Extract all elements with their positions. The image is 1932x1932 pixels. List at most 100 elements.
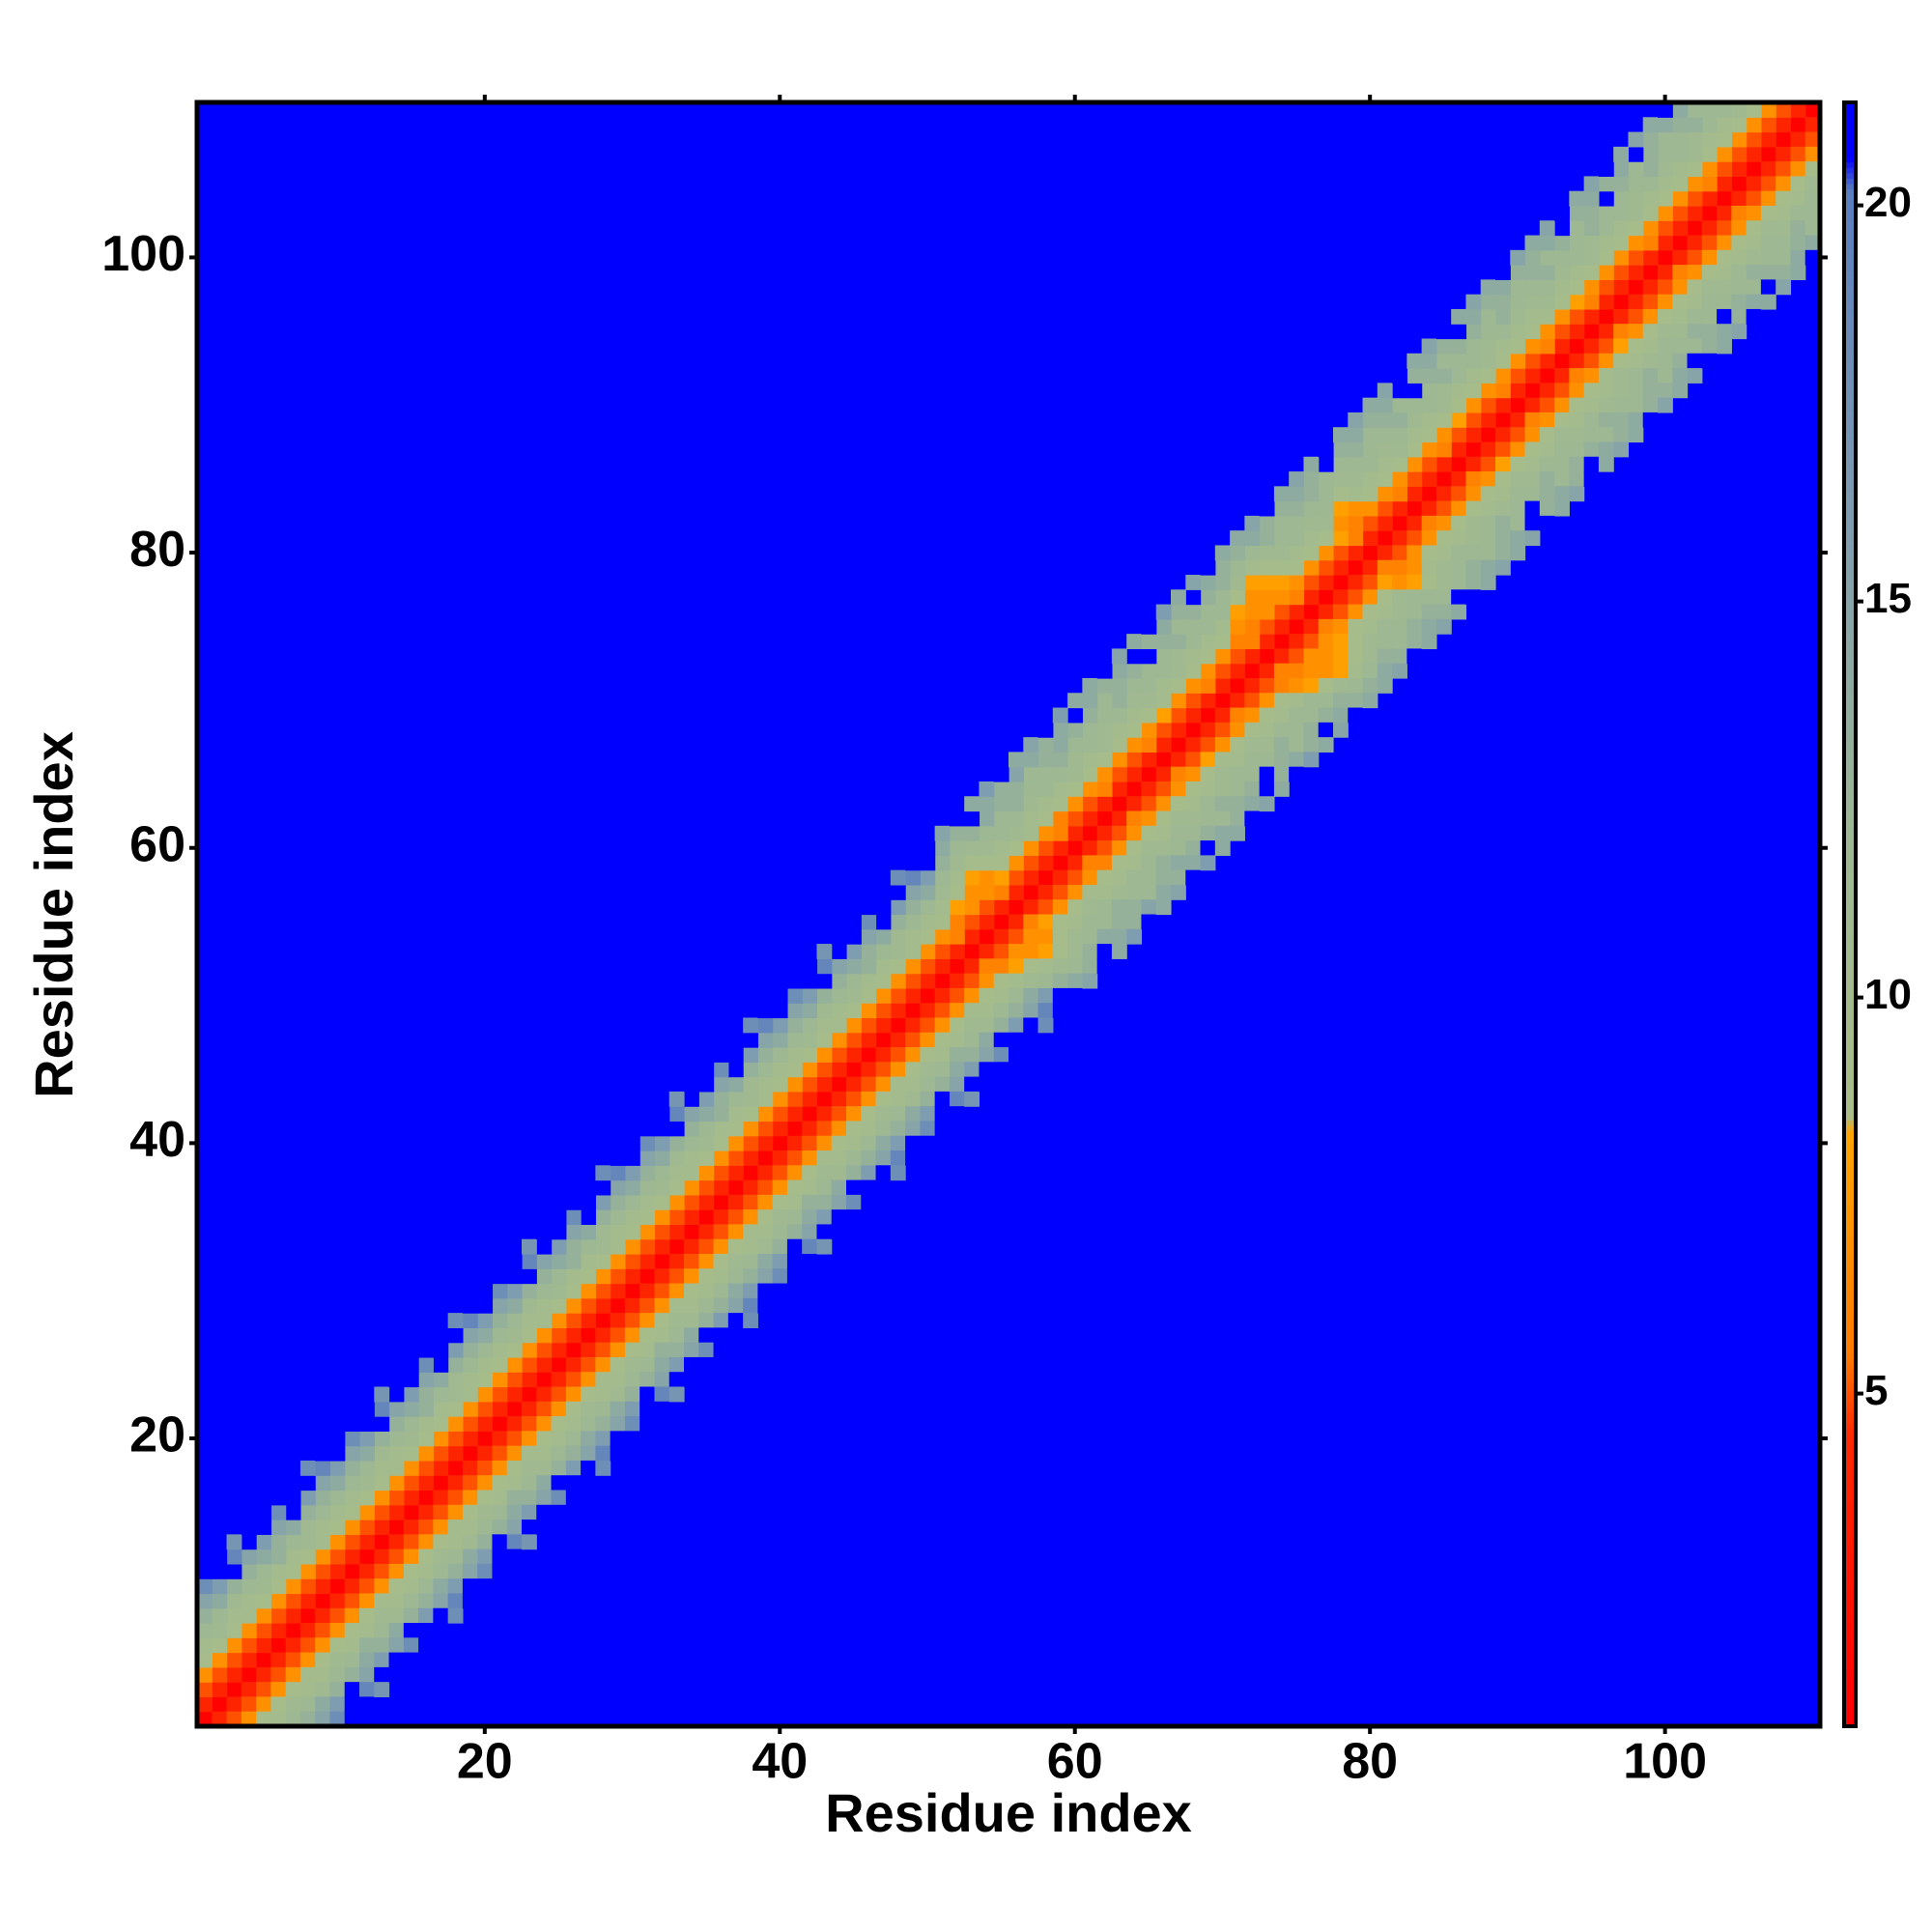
colorbar-segment xyxy=(1844,1644,1856,1652)
heatmap-cell xyxy=(285,1520,301,1535)
heatmap-cell xyxy=(1214,604,1231,620)
colorbar-segment xyxy=(1844,1450,1856,1457)
heatmap-cell xyxy=(1037,914,1054,930)
heatmap-cell xyxy=(1731,205,1747,221)
heatmap-cell xyxy=(1273,486,1290,502)
colorbar-segment xyxy=(1844,313,1856,320)
heatmap-cell xyxy=(1067,825,1083,841)
heatmap-cell xyxy=(1333,456,1349,472)
heatmap-cell xyxy=(492,1386,508,1403)
heatmap-cell xyxy=(256,1548,271,1565)
heatmap-cell xyxy=(1214,634,1231,650)
heatmap-cell xyxy=(1672,205,1689,221)
heatmap-cell xyxy=(920,928,936,945)
heatmap-cell xyxy=(197,1593,213,1609)
heatmap-cell xyxy=(1642,308,1659,325)
heatmap-cell xyxy=(1259,559,1275,576)
heatmap-cell xyxy=(1421,530,1437,547)
colorbar-segment xyxy=(1844,573,1856,580)
heatmap-cell xyxy=(1554,249,1570,266)
heatmap-cell xyxy=(462,1327,478,1344)
heatmap-cell xyxy=(1421,427,1437,443)
heatmap-cell xyxy=(1009,781,1024,797)
heatmap-cell xyxy=(374,1401,390,1417)
heatmap-cell xyxy=(743,1209,758,1226)
colorbar-segment xyxy=(1844,172,1856,179)
heatmap-cell xyxy=(861,958,877,975)
colorbar-segment xyxy=(1844,519,1856,526)
heatmap-cell xyxy=(831,1209,847,1226)
heatmap-cell xyxy=(1171,825,1186,841)
heatmap-cell xyxy=(1628,235,1644,251)
colorbar-segment xyxy=(1844,1352,1856,1359)
heatmap-cell xyxy=(1465,575,1482,590)
heatmap-cell xyxy=(831,1151,847,1166)
heatmap-cell xyxy=(1303,456,1320,472)
heatmap-cell xyxy=(536,1327,553,1344)
heatmap-cell xyxy=(1642,368,1659,384)
heatmap-cell xyxy=(506,1342,523,1358)
heatmap-cell xyxy=(1465,589,1482,606)
heatmap-cell xyxy=(1230,648,1245,665)
heatmap-cell xyxy=(359,1401,375,1417)
heatmap-cell xyxy=(1760,265,1776,280)
heatmap-cell xyxy=(1111,810,1127,827)
heatmap-cell xyxy=(1569,324,1585,340)
heatmap-cell xyxy=(1200,810,1216,827)
heatmap-cell xyxy=(315,1520,331,1535)
heatmap-cell xyxy=(1524,530,1541,547)
heatmap-cell xyxy=(315,1548,331,1565)
heatmap-cell xyxy=(359,1475,375,1492)
heatmap-cell xyxy=(536,1416,553,1432)
heatmap-cell xyxy=(1583,471,1600,487)
heatmap-cell xyxy=(846,944,862,959)
heatmap-cell xyxy=(1435,500,1452,517)
colorbar-segment xyxy=(1844,1542,1856,1548)
colorbar-segment xyxy=(1844,806,1856,812)
heatmap-cell xyxy=(536,1253,553,1269)
heatmap-cell xyxy=(698,1297,715,1314)
heatmap-cell xyxy=(1613,353,1630,369)
heatmap-cell xyxy=(1524,338,1541,355)
heatmap-cell xyxy=(1096,884,1113,900)
heatmap-cell xyxy=(1096,752,1113,768)
colorbar-segment xyxy=(1844,893,1856,899)
heatmap-cell xyxy=(329,1431,346,1447)
heatmap-cell xyxy=(1009,987,1024,1004)
heatmap-cell xyxy=(831,987,847,1004)
heatmap-cell xyxy=(1524,441,1541,458)
heatmap-cell xyxy=(993,987,1009,1004)
colorbar-segment xyxy=(1844,556,1856,563)
colorbar-segment xyxy=(1844,1217,1856,1224)
heatmap-cell xyxy=(565,1431,582,1447)
heatmap-cell xyxy=(1082,810,1098,827)
heatmap-cell xyxy=(698,1253,715,1269)
heatmap-cell xyxy=(1052,855,1068,871)
heatmap-cell xyxy=(1392,471,1407,487)
heatmap-cell xyxy=(1200,663,1216,679)
heatmap-cell xyxy=(1480,324,1496,340)
heatmap-cell xyxy=(964,914,980,930)
heatmap-cell xyxy=(447,1563,464,1579)
heatmap-cell xyxy=(344,1682,360,1698)
heatmap-cell xyxy=(1495,412,1511,428)
heatmap-cell xyxy=(1348,530,1364,547)
heatmap-cell xyxy=(698,1165,715,1181)
heatmap-cell xyxy=(1009,958,1024,975)
heatmap-cell xyxy=(477,1460,494,1476)
heatmap-cell xyxy=(1687,265,1703,280)
heatmap-cell xyxy=(1465,308,1482,325)
heatmap-cell xyxy=(1435,427,1452,443)
heatmap-cell xyxy=(1687,294,1703,310)
heatmap-cell xyxy=(624,1253,640,1269)
heatmap-cell xyxy=(1465,338,1482,355)
heatmap-cell xyxy=(639,1356,656,1373)
heatmap-cell xyxy=(846,1106,862,1122)
heatmap-cell xyxy=(565,1401,582,1417)
heatmap-cell xyxy=(1171,663,1186,679)
heatmap-cell xyxy=(1259,530,1275,547)
heatmap-cell xyxy=(595,1460,611,1476)
heatmap-cell xyxy=(654,1356,670,1373)
heatmap-cell xyxy=(1421,515,1437,531)
heatmap-cell xyxy=(1524,235,1541,251)
